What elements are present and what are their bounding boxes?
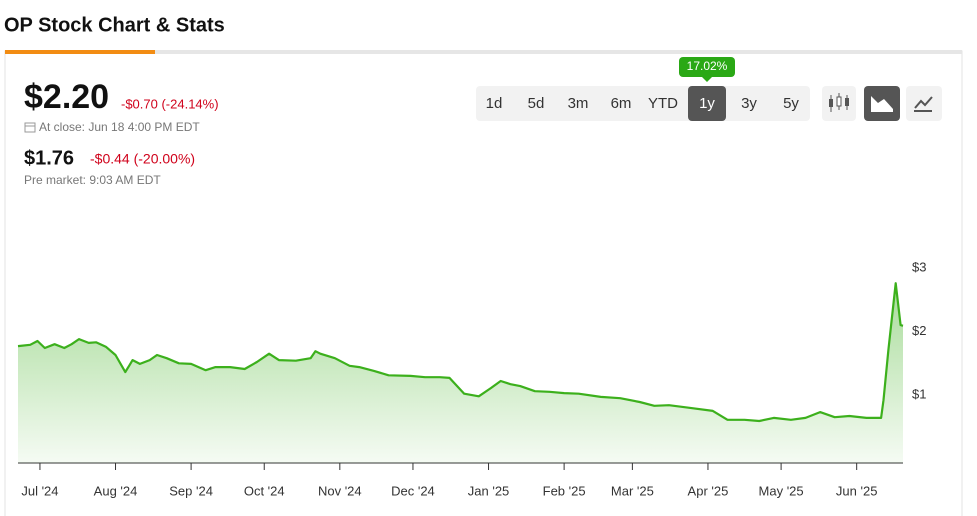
range-button[interactable]: 6m [611, 95, 632, 112]
x-tick-label: Jul '24 [21, 483, 58, 498]
calendar-icon [24, 122, 36, 133]
section-title: OP Stock Chart & Stats [4, 14, 225, 36]
range-bar [476, 86, 810, 121]
range-label: 3m [568, 95, 589, 112]
range-label: 1d [486, 95, 503, 112]
chart-type-area[interactable] [864, 86, 900, 121]
chart-type-candle[interactable] [822, 86, 856, 121]
x-tick-label: Jan '25 [468, 483, 510, 498]
x-tick-label: Oct '24 [244, 483, 285, 498]
range-label: 5d [528, 95, 545, 112]
y-tick-label: $2 [912, 323, 926, 338]
range-button[interactable]: 5y [783, 95, 799, 112]
x-tick-label: Feb '25 [543, 483, 586, 498]
range-label: YTD [648, 95, 678, 112]
range-label: 1y [699, 95, 715, 112]
range-label: 6m [611, 95, 632, 112]
range-label: 5y [783, 95, 799, 112]
y-tick-label: $3 [912, 259, 926, 274]
x-tick-label: Dec '24 [391, 483, 435, 498]
price-line [17, 282, 904, 423]
range-button[interactable]: 3y [741, 95, 757, 112]
range-badge-tip [702, 77, 712, 82]
range-button[interactable]: 5d [528, 95, 545, 112]
price-change: -$0.70 (-24.14%) [121, 96, 219, 111]
range-button[interactable]: 17.02% 1y [679, 57, 735, 121]
range-selected [688, 86, 726, 121]
range-label: 3y [741, 95, 757, 112]
range-button[interactable]: 3m [568, 95, 589, 112]
x-tick-label: Jun '25 [836, 483, 878, 498]
close-label: At close: Jun 18 4:00 PM EDT [39, 120, 200, 134]
price: $2.20 [24, 78, 109, 116]
range-badge: 17.02% [687, 59, 728, 73]
pre-change: -$0.44 (-20.00%) [90, 151, 195, 167]
tab-rule [5, 50, 962, 54]
range-badge-bg [679, 57, 735, 77]
x-tick-label: Mar '25 [611, 483, 654, 498]
y-tick-label: $1 [912, 386, 926, 401]
pre-price: $1.76 [24, 147, 74, 169]
range-button[interactable]: YTD [648, 95, 678, 112]
area-fill [18, 283, 903, 463]
pre-label: Pre market: 9:03 AM EDT [24, 173, 161, 187]
x-tick-label: Apr '25 [688, 483, 729, 498]
x-tick-label: Sep '24 [169, 483, 213, 498]
chart-type-line[interactable] [906, 86, 942, 121]
range-button[interactable]: 1d [486, 95, 503, 112]
tab-highlight [5, 50, 155, 54]
x-tick-label: May '25 [759, 483, 804, 498]
x-tick-label: Aug '24 [94, 483, 138, 498]
x-tick-label: Nov '24 [318, 483, 362, 498]
